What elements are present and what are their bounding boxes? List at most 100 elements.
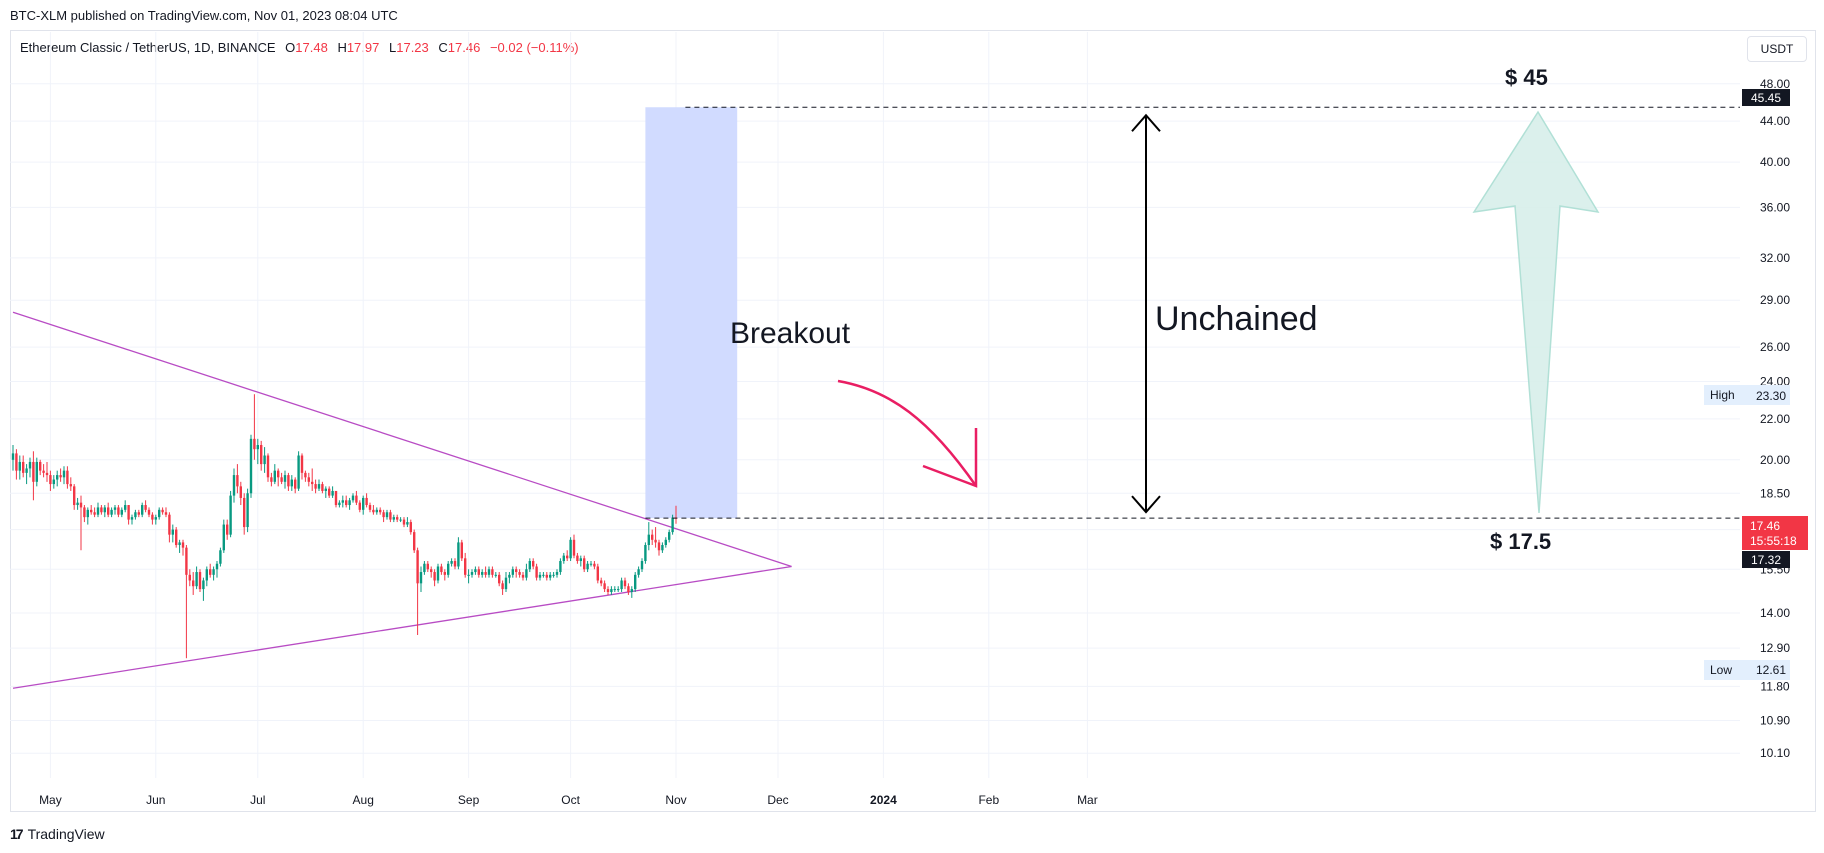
candle-body — [630, 589, 633, 593]
target-zone-layer — [645, 107, 738, 519]
candle-body — [195, 572, 198, 587]
candle-body — [304, 472, 307, 478]
ohlc-open: 17.48 — [295, 40, 328, 55]
candle-body — [399, 519, 402, 521]
candle-body — [443, 572, 446, 575]
candle-body — [181, 542, 185, 548]
candle-body — [664, 539, 667, 546]
candle-body — [124, 505, 127, 510]
candle-body — [634, 574, 637, 590]
high-tag-label: High — [1710, 388, 1735, 402]
candle-body — [368, 505, 372, 510]
candle-body — [209, 569, 212, 575]
big-up-arrow-icon — [1472, 110, 1600, 514]
candle-body — [511, 569, 514, 575]
candle-body — [15, 453, 18, 471]
low-tag-value: 12.61 — [1756, 663, 1786, 677]
prev-price-tag-bg — [1742, 551, 1790, 568]
candle-body — [307, 477, 310, 482]
candle-body — [668, 532, 671, 540]
candle-body — [45, 472, 49, 476]
candle-body — [389, 512, 392, 520]
candle-body — [566, 555, 569, 559]
candle-body — [100, 507, 103, 513]
candle-body — [532, 561, 535, 567]
candle-body — [185, 547, 188, 575]
candle-body — [294, 479, 297, 489]
target-price-tag-bg — [1742, 89, 1790, 106]
candle-body — [222, 524, 225, 551]
candle-body — [270, 477, 273, 482]
trendline-support — [12, 565, 792, 689]
candle-body — [79, 502, 83, 508]
candle-body — [331, 490, 334, 496]
footer-brand-name: TradingView — [27, 826, 105, 842]
candle-body — [52, 479, 55, 485]
candle-body — [385, 512, 389, 518]
ohlc-low: 17.23 — [396, 40, 429, 55]
candle-body — [627, 586, 630, 593]
x-tick-label: Jul — [250, 793, 265, 807]
candle-body — [596, 566, 599, 581]
candle-body — [283, 475, 287, 482]
currency-unit-button[interactable]: USDT — [1747, 36, 1807, 62]
candle-body — [144, 505, 147, 510]
last-price-tag-bg — [1742, 516, 1808, 550]
candle-body — [154, 517, 157, 520]
x-tick-label: Sep — [458, 793, 480, 807]
y-tick-label: 20.00 — [1760, 453, 1790, 467]
candle-body — [127, 505, 130, 520]
candle-body — [219, 550, 222, 564]
candle-body — [62, 470, 66, 478]
candle-body — [161, 509, 164, 513]
y-tick-label: 40.00 — [1760, 155, 1790, 169]
candle-body — [521, 574, 525, 578]
candle-body — [120, 509, 123, 515]
candle-body — [409, 522, 412, 533]
x-tick-label: Oct — [561, 793, 580, 807]
candle-body — [110, 509, 113, 515]
candle-body — [474, 569, 477, 573]
candle-body — [440, 566, 443, 573]
countdown-tag: 15:55:18 — [1750, 534, 1797, 548]
candle-body — [610, 589, 613, 593]
y-tick-label: 29.00 — [1760, 293, 1790, 307]
low-tag-bg — [1704, 660, 1790, 680]
x-tick-label: Mar — [1077, 793, 1098, 807]
y-tick-label: 48.00 — [1760, 77, 1790, 91]
candle-body — [579, 558, 582, 562]
candles-layer — [11, 394, 678, 659]
candle-body — [406, 522, 409, 525]
candle-body — [457, 542, 460, 567]
footer-brand[interactable]: 17 TradingView — [10, 826, 105, 842]
symbol-legend: Ethereum Classic / TetherUS, 1D, BINANCE… — [20, 40, 579, 55]
candle-body — [253, 438, 256, 450]
candle-body — [657, 542, 661, 551]
candle-body — [66, 470, 69, 485]
candle-body — [447, 563, 450, 575]
candle-body — [416, 550, 419, 584]
candle-body — [117, 507, 120, 515]
candle-body — [175, 529, 178, 546]
measure-arrow-top-head — [1131, 113, 1161, 132]
candle-body — [396, 517, 399, 520]
candle-body — [518, 572, 521, 575]
candle-body — [137, 512, 140, 515]
candle-body — [562, 555, 565, 562]
symbol-name[interactable]: Ethereum Classic / TetherUS, 1D, BINANCE — [20, 40, 276, 55]
candle-body — [324, 488, 327, 491]
candle-body — [620, 580, 623, 590]
candle-body — [215, 563, 219, 570]
candle-body — [494, 574, 497, 576]
candle-body — [651, 534, 654, 540]
candle-body — [430, 569, 433, 573]
y-tick-label: 10.90 — [1760, 713, 1790, 727]
candle-body — [290, 479, 293, 487]
y-tick-label: 26.00 — [1760, 340, 1790, 354]
candle-body — [287, 475, 290, 487]
y-tick-label: 22.00 — [1760, 412, 1790, 426]
candle-body — [311, 481, 314, 485]
x-tick-label: Aug — [353, 793, 374, 807]
candle-body — [158, 509, 161, 518]
